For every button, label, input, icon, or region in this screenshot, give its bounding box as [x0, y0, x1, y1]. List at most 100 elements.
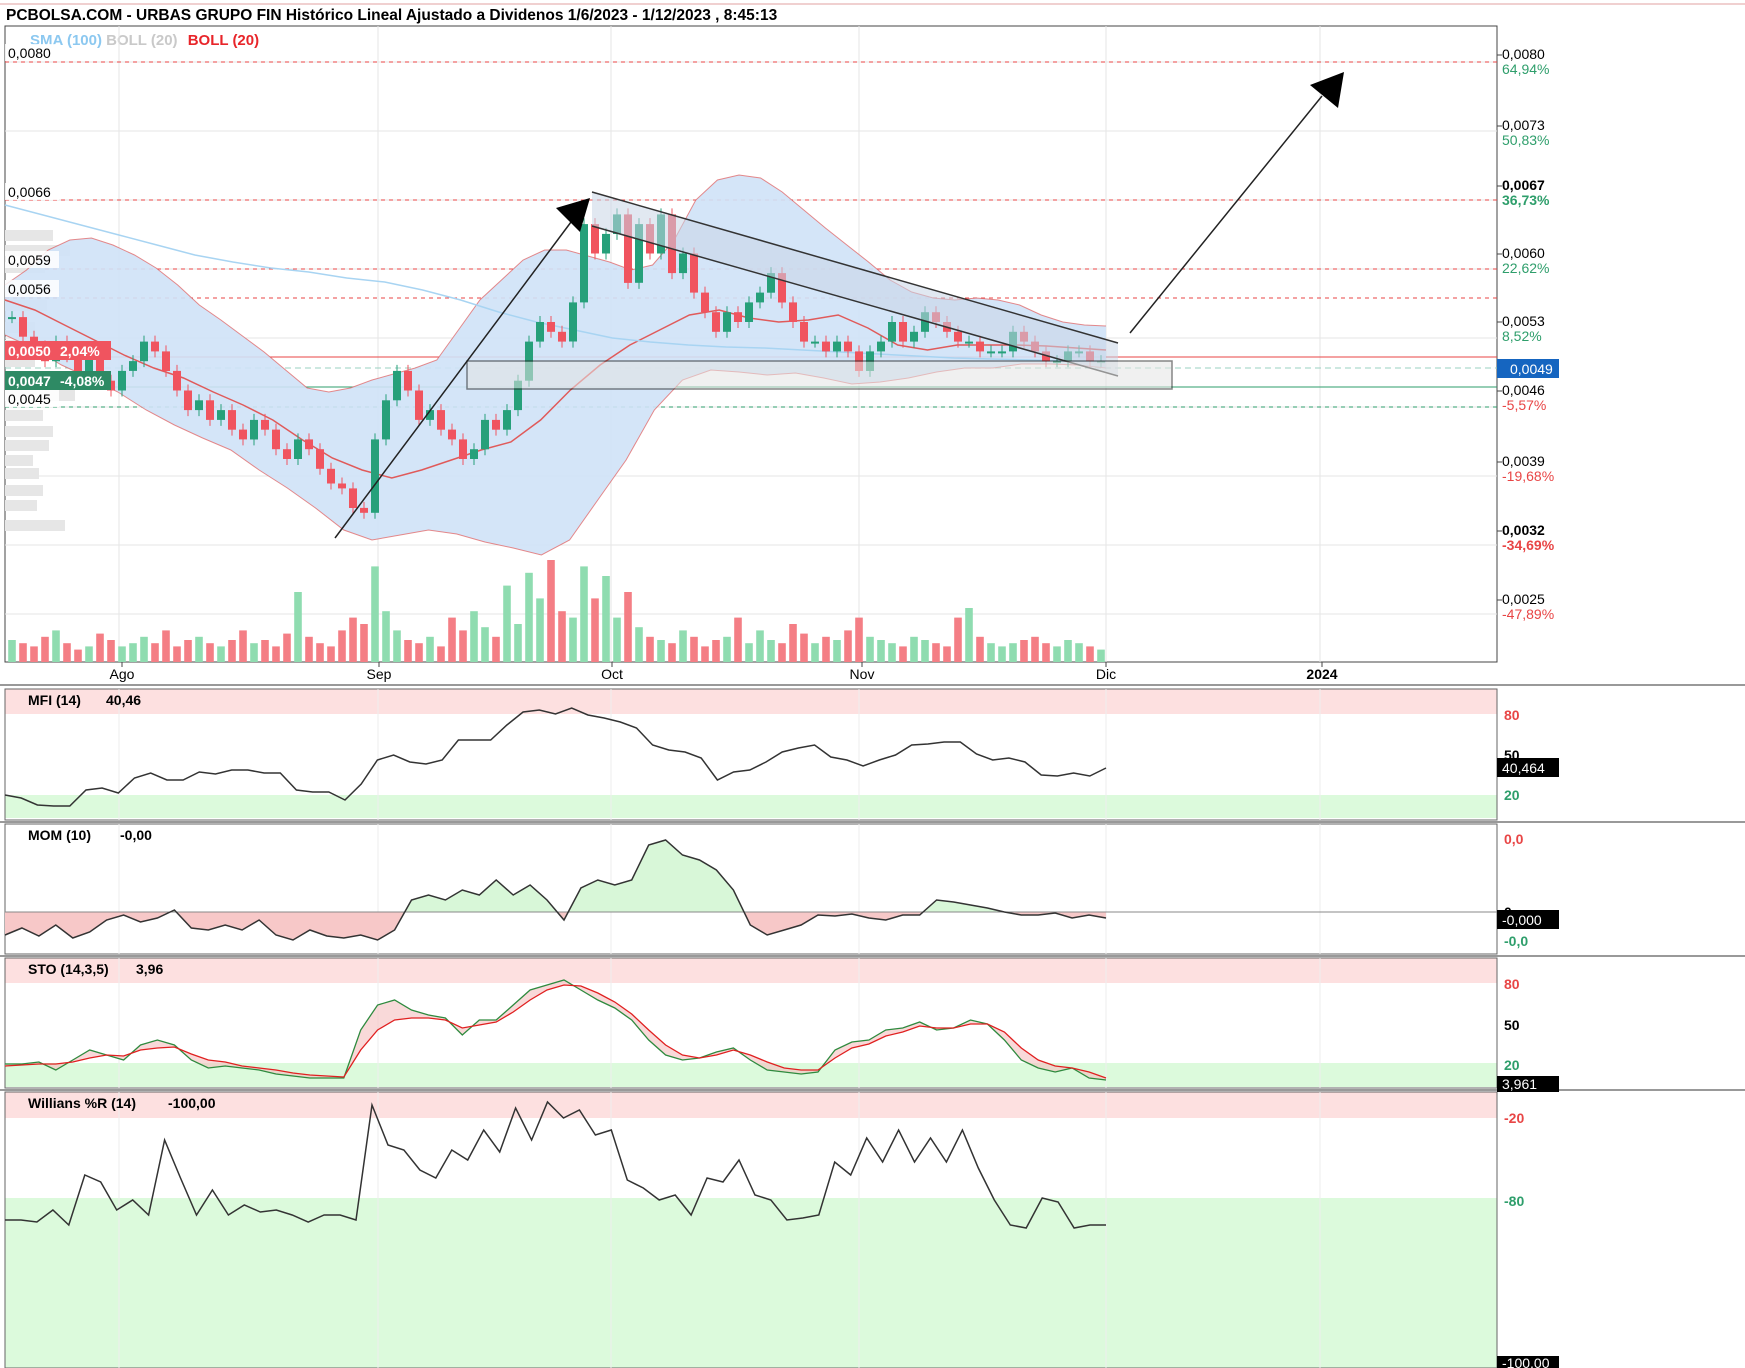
candle-body [140, 341, 148, 362]
range-box [466, 360, 1173, 390]
volume-bar [547, 560, 555, 662]
candle-body [239, 429, 247, 440]
x-tick-label: 2024 [1306, 666, 1337, 682]
channel-lower [591, 225, 1119, 377]
candle-body [789, 302, 797, 322]
candle-body [503, 410, 511, 430]
oversold-zone [5, 1198, 1497, 1368]
volume-bar [261, 640, 269, 662]
level-label: 50 [1504, 1017, 1520, 1033]
left-price-label: 0,0045 [8, 391, 51, 407]
level-label: 80 [1504, 707, 1520, 723]
profile-bar [5, 410, 43, 421]
volume-bar [228, 640, 236, 662]
volume-bar [558, 611, 566, 662]
profile-bar [5, 245, 70, 256]
volume-bar [52, 630, 60, 662]
candle-body [547, 322, 555, 332]
candle-body [965, 341, 973, 344]
indicator-label: Willians %R (14) [28, 1095, 136, 1111]
candle-body [635, 224, 643, 283]
pct-tick-label: 50,83% [1502, 132, 1549, 148]
candle-body [426, 410, 434, 420]
candle-body [899, 322, 907, 342]
candle-body [393, 370, 401, 401]
candle-body [492, 419, 500, 430]
candle-body [250, 419, 258, 440]
volume-bar [41, 636, 49, 662]
level-label: -20 [1504, 1110, 1524, 1126]
level-label: 0,0 [1504, 831, 1524, 847]
volume-bar [899, 646, 907, 662]
sto-badge-text: 3,961 [1502, 1076, 1537, 1092]
x-tick-label: Dic [1096, 666, 1116, 682]
volume-bar [360, 624, 368, 662]
volume-bar [162, 630, 170, 662]
volume-bar [206, 643, 214, 662]
volume-bar [382, 611, 390, 662]
profile-bar [5, 485, 43, 496]
volume-bar [602, 576, 610, 662]
candle-body [690, 253, 698, 293]
candle-body [811, 341, 819, 344]
volume-bar [294, 592, 302, 662]
volume-bar [250, 643, 258, 662]
volume-bar [1064, 640, 1072, 662]
volume-bar [679, 630, 687, 662]
left-tag-price: 0,0047 [8, 373, 51, 389]
volume-bar [745, 643, 753, 662]
left-price-label: 0,0059 [8, 252, 51, 268]
candle-body [151, 341, 159, 352]
volume-bar [1031, 636, 1039, 662]
panel-mom: MOM (10)-0,000,00-0,0 [0, 823, 1745, 957]
candle-body [536, 322, 544, 342]
volume-bar [118, 646, 126, 662]
volume-bar [877, 640, 885, 662]
wr-badge [1497, 1356, 1559, 1368]
pct-tick-label: 8,52% [1502, 328, 1542, 344]
left-tag-pct: 2,04% [60, 343, 100, 359]
trend-drawings [334, 72, 1344, 539]
volume-bar [613, 617, 621, 662]
volume-bar [426, 636, 434, 662]
time-axis: Ago Sep Oct Nov Dic 2024 [0, 662, 1745, 686]
candle-body [723, 312, 731, 332]
sto-d-line [4, 984, 1107, 1079]
candle-body [514, 380, 522, 411]
candle-body [283, 449, 291, 459]
volume-bar [701, 646, 709, 662]
candle-body [756, 292, 764, 303]
svg-text:SMA (100) BOLL (20) BO: SMA (100) BOLL (20) BOLL (20) [30, 32, 259, 49]
left-price-label: 0,0080 [8, 45, 51, 61]
wr-line [5, 1100, 1106, 1229]
volume-bar [822, 636, 830, 662]
left-tag [5, 371, 111, 390]
up-arrow-line-2 [1129, 95, 1323, 334]
indicator-value: -0,00 [120, 827, 152, 843]
left-label-bg [5, 280, 59, 297]
arrow-head-1 [556, 198, 590, 232]
indicator-label: MOM (10) [28, 827, 91, 843]
candle-body [569, 302, 577, 342]
mom-line [4, 839, 1107, 941]
last-price-badge-text: 0,0049 [1510, 361, 1553, 377]
volume-bar [217, 646, 225, 662]
volume-bar [503, 585, 511, 662]
volume-bar [448, 617, 456, 662]
volume-bar [789, 624, 797, 662]
volume-bar [976, 636, 984, 662]
candle-body [217, 410, 225, 420]
candle-body [822, 341, 830, 352]
mom-negative-fill [5, 912, 1106, 940]
candle-body [470, 449, 478, 459]
volume-bar [349, 617, 357, 662]
volume-bar [800, 633, 808, 662]
profile-bar [5, 520, 65, 531]
mom-badge [1497, 910, 1559, 929]
pct-tick-label: -19,68% [1502, 468, 1554, 484]
candle-body [679, 253, 687, 274]
volume-bar [954, 617, 962, 662]
candle-body [162, 351, 170, 371]
sto-badge [1497, 1076, 1559, 1092]
